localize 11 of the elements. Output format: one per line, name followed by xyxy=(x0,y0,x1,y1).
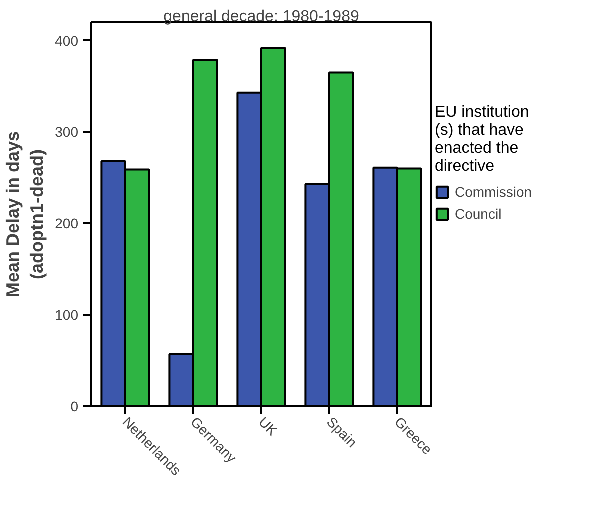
legend-label: Commission xyxy=(455,184,534,200)
y-axis-title: Mean Delay in days (adoptn1-dead) xyxy=(3,131,48,298)
chart-title: general decade: 1980-1989 xyxy=(164,8,360,26)
legend-label: Council xyxy=(455,206,503,222)
y-tick-label: 300 xyxy=(55,124,79,140)
y-tick-label: 200 xyxy=(55,216,79,232)
y-tick-label: 0 xyxy=(70,398,79,414)
x-tick-label: UK xyxy=(256,414,282,440)
y-tick-label: 400 xyxy=(55,32,79,49)
y-tick-label: 100 xyxy=(55,307,79,324)
legend-title: EU institution (s) that have enacted the directive xyxy=(435,104,530,176)
